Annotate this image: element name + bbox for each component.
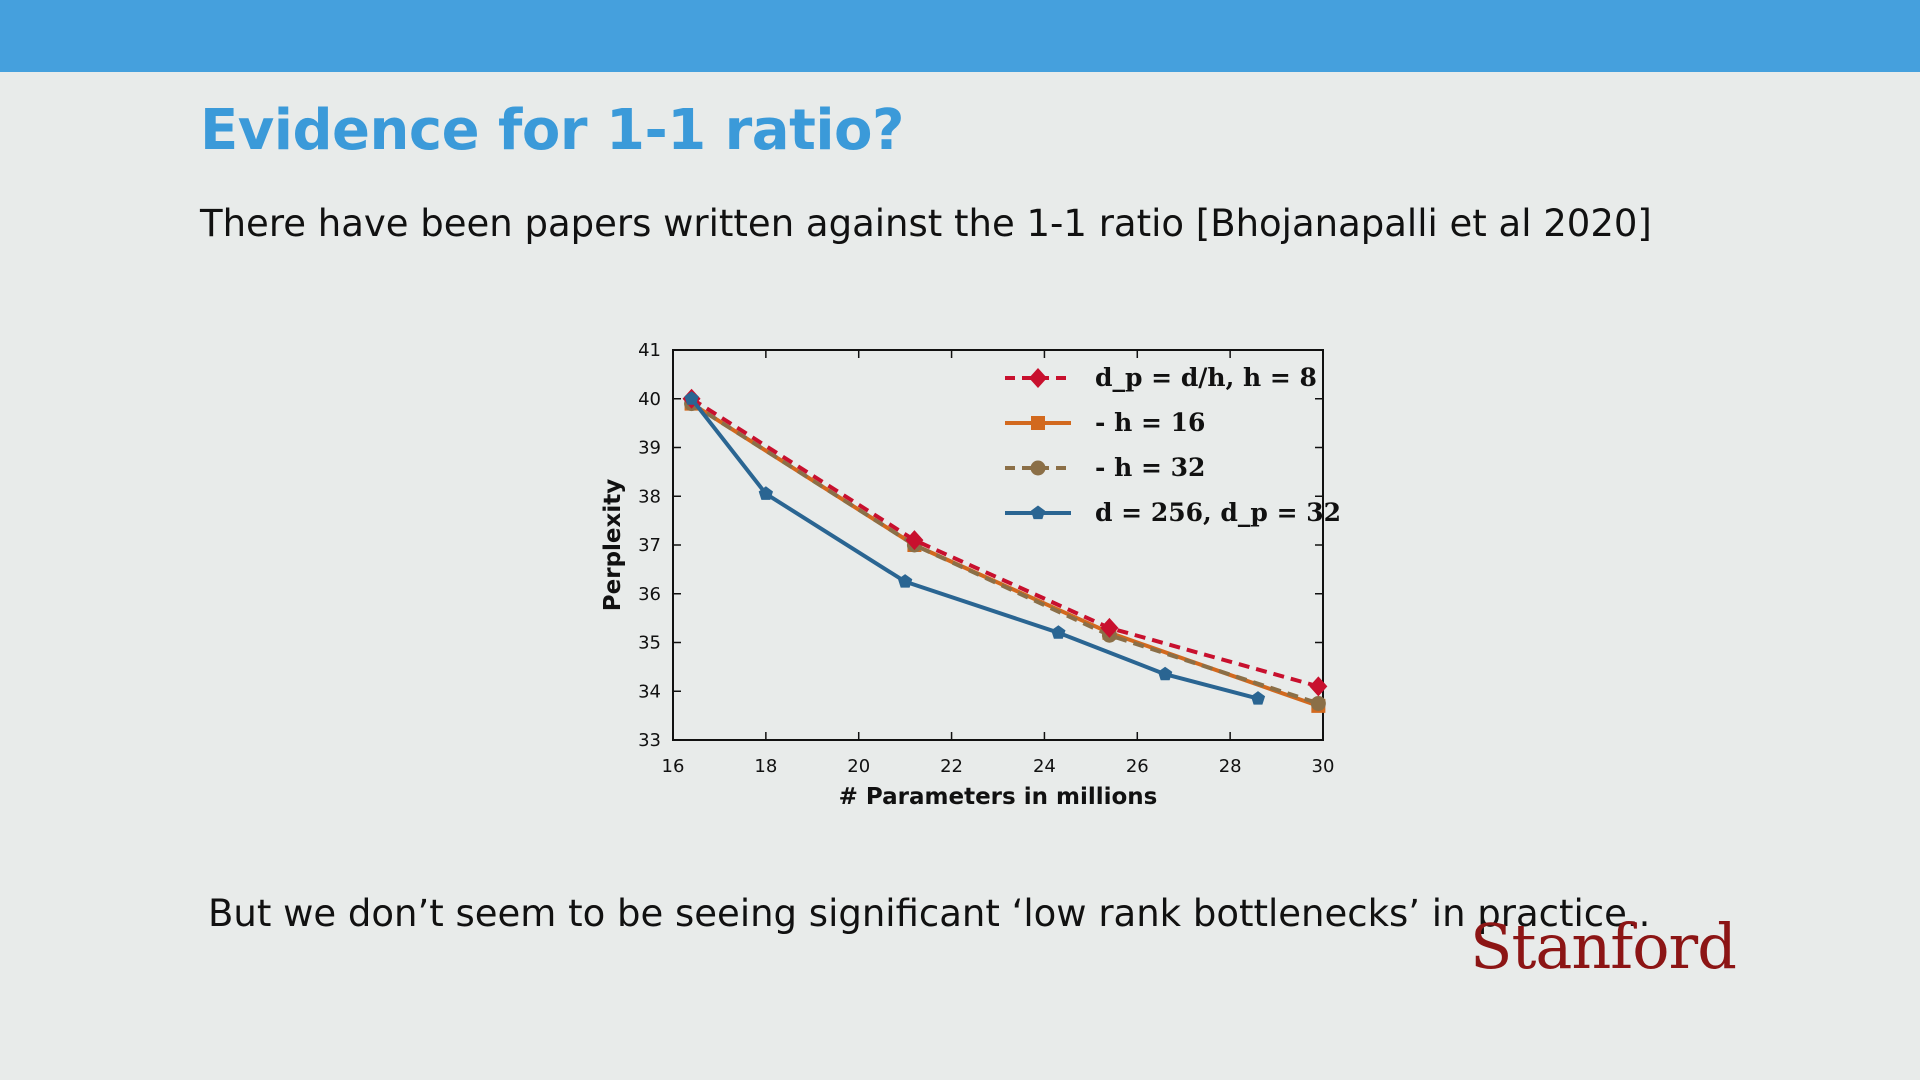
legend-item-1: d_p = d/h, h = 8 (1005, 363, 1317, 392)
y-tick-label: 37 (638, 535, 661, 556)
data-point (758, 486, 773, 500)
x-tick-label: 20 (847, 756, 870, 777)
data-point (905, 530, 924, 551)
legend-item-2: - h = 16 (1005, 408, 1205, 437)
data-point (898, 574, 913, 588)
series-line (690, 397, 1319, 689)
plot-frame (672, 349, 1324, 741)
legend-label: - h = 16 (1095, 408, 1205, 437)
x-tick-label: 26 (1126, 756, 1149, 777)
y-tick-label: 38 (638, 486, 661, 507)
data-point (1029, 368, 1047, 388)
y-tick-label: 41 (638, 340, 661, 361)
legend-item-3: - h = 32 (1005, 453, 1205, 482)
data-point (1051, 625, 1066, 639)
series-line (690, 401, 1320, 706)
series-1 (682, 388, 1328, 697)
chart-svg: 16 18 20 22 24 26 28 30 33 34 35 36 37 38 39 40 41 # Para… (600, 340, 1341, 810)
data-point (1030, 505, 1046, 520)
stanford-logo: Stanford (1470, 910, 1737, 983)
x-tick-label: 30 (1312, 756, 1335, 777)
legend-label: d = 256, d_p = 32 (1095, 498, 1341, 527)
y-tick-label: 33 (638, 730, 661, 751)
data-point (1030, 460, 1046, 476)
legend-label: d_p = d/h, h = 8 (1095, 363, 1317, 392)
series-4 (684, 391, 1266, 705)
legend-item-4: d = 256, d_p = 32 (1005, 498, 1341, 527)
x-axis-label: # Parameters in millions (839, 784, 1158, 810)
x-tick-label: 22 (940, 756, 963, 777)
y-tick-label: 40 (638, 389, 661, 410)
y-tick-label: 39 (638, 438, 661, 459)
series-3 (684, 396, 1326, 711)
data-point (1250, 691, 1266, 705)
data-point (684, 391, 699, 405)
data-point (1031, 416, 1045, 430)
x-tick-label: 28 (1219, 756, 1242, 777)
data-point (1309, 676, 1328, 697)
slide-subtitle: There have been papers written against t… (200, 202, 1652, 245)
data-point (1158, 666, 1173, 681)
y-tick-label: 35 (638, 633, 661, 654)
slide-caption: But we don’t seem to be seeing significa… (208, 892, 1651, 935)
x-tick-label: 18 (754, 756, 777, 777)
series-line (690, 397, 1259, 701)
x-tick-label: 24 (1033, 756, 1056, 777)
y-tick-label: 34 (638, 681, 661, 702)
y-tick-label: 36 (638, 584, 661, 605)
y-axis-label: Perplexity (600, 479, 626, 611)
series-2 (684, 396, 1326, 713)
slide-title: Evidence for 1-1 ratio? (200, 98, 905, 163)
legend-label: - h = 32 (1095, 453, 1205, 482)
data-point (1100, 617, 1119, 638)
header-bar (0, 0, 1920, 72)
data-point (1310, 695, 1326, 711)
perplexity-chart: 16 18 20 22 24 26 28 30 33 34 35 36 37 38 39 40 41 # Para… (580, 330, 1350, 820)
x-tick-label: 16 (662, 756, 685, 777)
